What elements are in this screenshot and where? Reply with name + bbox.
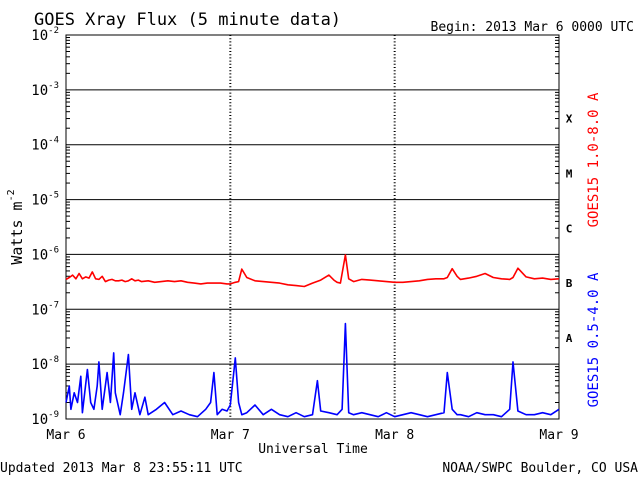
x-tick-label: Mar 8 xyxy=(375,428,414,443)
y-tick-label: 10-4 xyxy=(31,136,59,154)
y-axis-tick-labels: 10-2 10-3 10-4 10-5 10-6 10-7 10-8 10-9 xyxy=(31,26,59,428)
flare-class-labels: X M C B A xyxy=(566,113,573,345)
y-tick-label: 10-7 xyxy=(31,300,59,318)
y-tick-label: 10-6 xyxy=(31,245,59,263)
begin-label: Begin: 2013 Mar 6 0000 UTC xyxy=(431,20,635,35)
svg-text:Watts m-2: Watts m-2 xyxy=(6,189,26,264)
flare-class-label: M xyxy=(566,167,573,180)
flare-class-label: X xyxy=(566,113,573,126)
x-tick-label: Mar 9 xyxy=(539,428,578,443)
series-long-wavelength xyxy=(65,254,560,288)
series-line xyxy=(65,322,560,418)
y-tick-label: 10-8 xyxy=(31,355,59,373)
legend-label-red: GOES15 1.0-8.0 A xyxy=(586,92,602,227)
y-tick-label: 10-9 xyxy=(31,410,59,428)
chart-title: GOES Xray Flux (5 minute data) xyxy=(34,10,341,30)
grid-lines xyxy=(66,35,559,419)
x-tick-label: Mar 7 xyxy=(211,428,250,443)
plot-frame xyxy=(65,34,560,420)
y-axis-label: Watts m-2 xyxy=(6,189,26,264)
y-axis-minor-ticks xyxy=(66,37,559,403)
updated-timestamp: Updated 2013 Mar 8 23:55:11 UTC xyxy=(0,461,243,476)
legend-long-wavelength: GOES15 1.0-8.0 A xyxy=(586,92,602,227)
x-axis-tick-labels: Mar 6 Mar 7 Mar 8 Mar 9 xyxy=(46,428,578,443)
flare-class-label: C xyxy=(566,222,573,235)
series-short-wavelength xyxy=(65,322,560,418)
series-line xyxy=(65,254,560,288)
legend-short-wavelength: GOES15 0.5-4.0 A xyxy=(586,272,602,407)
plot-area xyxy=(65,34,560,420)
legend-label-blue: GOES15 0.5-4.0 A xyxy=(586,272,602,407)
y-axis-label-exponent: -2 xyxy=(6,189,17,201)
y-tick-label: 10-3 xyxy=(31,81,59,99)
x-axis-label: Universal Time xyxy=(258,442,368,457)
y-tick-label: 10-5 xyxy=(31,191,59,209)
x-tick-label: Mar 6 xyxy=(46,428,85,443)
y-axis-label-base: Watts m xyxy=(8,201,26,264)
credit-label: NOAA/SWPC Boulder, CO USA xyxy=(442,461,638,476)
flare-class-label: B xyxy=(566,277,573,290)
y-tick-label: 10-2 xyxy=(31,26,59,44)
flare-class-label: A xyxy=(566,332,573,345)
